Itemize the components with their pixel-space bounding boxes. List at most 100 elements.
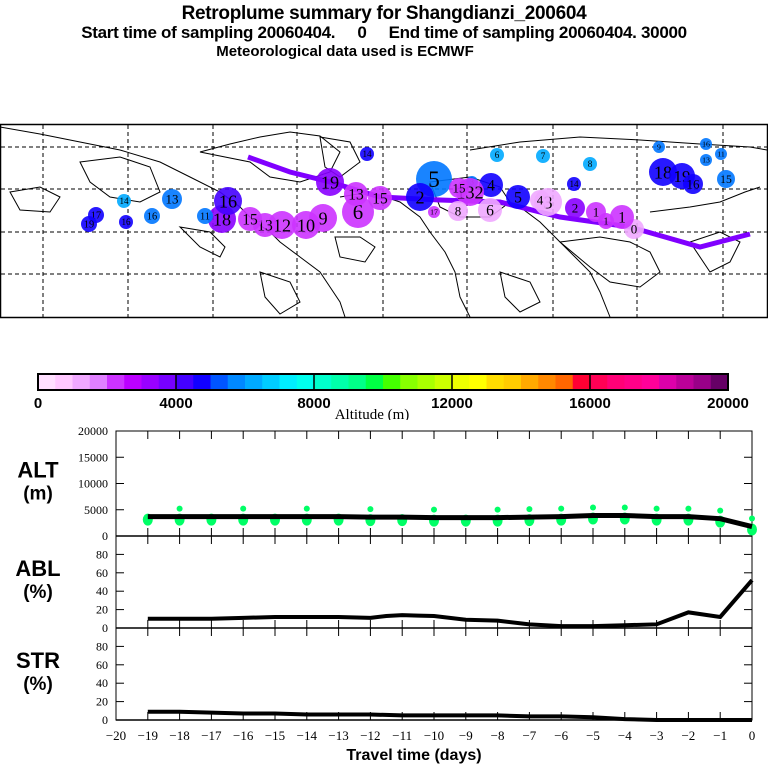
y-axis-label: ALT (17, 458, 59, 483)
retroplume-clusters: 0111234545361328171567814916111819161315… (81, 138, 751, 250)
coastline (178, 226, 226, 258)
cluster-circle (238, 207, 262, 231)
cluster-day-label: 13 (702, 156, 710, 165)
cluster-circle (292, 211, 320, 239)
x-tick-label: −9 (459, 728, 473, 743)
cluster-point (494, 506, 501, 513)
cluster-point (621, 504, 628, 511)
x-tick-label: −18 (169, 728, 189, 743)
cluster-point (367, 506, 374, 513)
cluster-day-label: 6 (353, 201, 363, 224)
plume-cluster: 15 (368, 186, 392, 210)
colorbar-cell (176, 374, 194, 390)
colorbar-cell (659, 374, 677, 390)
cluster-day-label: 10 (297, 215, 315, 235)
plume-cluster: 12 (268, 211, 296, 239)
coastline (558, 236, 661, 288)
cluster-day-label: 15 (242, 211, 258, 228)
y-tick-label: 0 (102, 621, 108, 635)
colorbar-cell (383, 374, 401, 390)
cluster-day-label: 16 (121, 217, 131, 227)
colorbar-tick-label: 16000 (569, 395, 611, 412)
x-tick-label: −14 (297, 728, 318, 743)
colorbar-cell (158, 374, 177, 390)
colorbar-cell (538, 374, 556, 390)
x-tick-label: −3 (650, 728, 664, 743)
colorbar-cell (417, 374, 436, 390)
cluster-day-label: 5 (428, 167, 440, 193)
colorbar-cell (331, 374, 349, 390)
cluster-circle (653, 141, 665, 153)
colorbar-tick-label: 8000 (297, 395, 330, 412)
cluster-point (717, 507, 724, 514)
cluster-day-label: 8 (588, 159, 593, 169)
plume-cluster: 13 (344, 182, 368, 206)
colorbar-cell (555, 374, 574, 390)
cluster-day-label: 14 (569, 179, 579, 189)
x-tick-label: −19 (138, 728, 158, 743)
colorbar-cell (245, 374, 263, 390)
plume-cluster: 1 (598, 213, 614, 229)
y-tick-label: 80 (96, 547, 108, 561)
y-tick-label: 60 (96, 566, 108, 580)
plume-cluster: 2 (406, 183, 434, 211)
x-tick-label: −5 (586, 728, 600, 743)
colorbar-cell (676, 374, 694, 390)
plume-cluster: 6 (490, 148, 504, 162)
y-tick-label: 5000 (84, 503, 108, 517)
plume-cluster: 16 (144, 208, 160, 224)
cluster-point (653, 505, 660, 512)
cluster-circle (81, 216, 97, 232)
colorbar-cell (693, 374, 712, 390)
coastline (79, 156, 161, 203)
x-tick-label: −1 (713, 728, 727, 743)
cluster-circle (360, 147, 374, 161)
cluster-day-label: 9 (657, 143, 661, 152)
cluster-day-label: 16 (147, 212, 157, 223)
y-tick-label: 0 (102, 529, 108, 543)
cluster-point (431, 506, 437, 513)
altitude-colorbar: 0 4000 8000 12000 16000 20000 Altitude (m) (34, 373, 749, 420)
colorbar-tick-label: 0 (34, 395, 42, 412)
colorbar-cell (55, 374, 73, 390)
cluster-circle (344, 182, 368, 206)
cluster-circle (717, 170, 735, 188)
cluster-circle (449, 178, 469, 198)
cluster-circle (268, 211, 296, 239)
cluster-day-label: 14 (362, 149, 372, 159)
x-tick-label: −16 (233, 728, 254, 743)
x-tick-label: −12 (360, 728, 380, 743)
colorbar-cell (486, 374, 505, 390)
cluster-day-label: 15 (720, 173, 732, 186)
plume-cluster: 13 (700, 154, 712, 166)
plume-cluster: 16 (700, 138, 712, 150)
plume-cluster: 4 (530, 190, 550, 210)
cluster-circle (506, 185, 530, 209)
x-tick-label: −11 (392, 728, 412, 743)
plume-cluster: 19 (316, 168, 344, 196)
cluster-circle (567, 177, 581, 191)
cluster-circle (406, 183, 434, 211)
cluster-point (590, 504, 596, 511)
cluster-circle (565, 198, 585, 218)
plume-cluster: 13 (162, 189, 182, 209)
colorbar-cell (624, 374, 643, 390)
cluster-circle (530, 190, 550, 210)
colorbar-cell (503, 374, 522, 390)
map-frame (0, 123, 768, 319)
colorbar-cell (193, 374, 211, 390)
cluster-day-label: 16 (687, 177, 701, 192)
cluster-circle (583, 157, 597, 171)
cluster-day-label: 15 (453, 181, 466, 196)
cluster-circle (700, 154, 712, 166)
cluster-circle (598, 213, 614, 229)
y-axis-label: (%) (23, 582, 53, 603)
colorbar-cell (210, 374, 229, 390)
coastline (259, 271, 301, 315)
colorbar-cell (296, 374, 315, 390)
plume-cluster: 15 (717, 170, 735, 188)
cluster-day-label: 13 (348, 186, 364, 203)
y-axis-label: (m) (23, 484, 53, 505)
cluster-day-label: 2 (415, 187, 424, 207)
